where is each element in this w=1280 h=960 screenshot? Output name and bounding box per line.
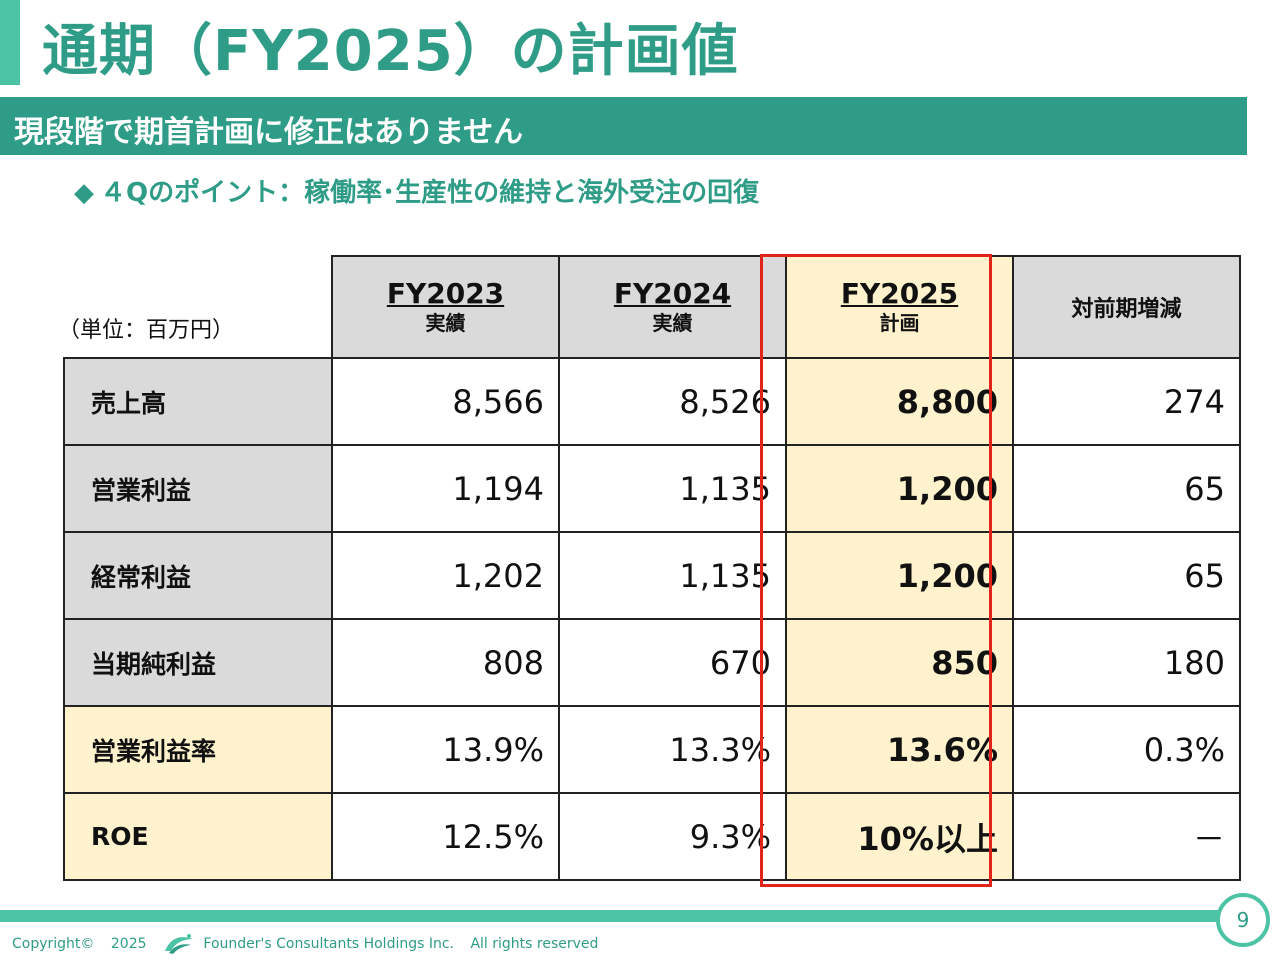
cell-fy2025: 13.6% [785,705,1014,794]
cell-fy2024: 1,135 [558,444,787,533]
subtitle-band: 現段階で期首計画に修正はありません [0,97,1247,155]
header-change: 対前期増減 [1012,255,1241,359]
cell-fy2023: 13.9% [331,705,560,794]
footer-copyright: Copyright© [12,936,95,952]
unit-label: （単位：百万円） [58,318,235,343]
footer-rights: All rights reserved [470,936,599,952]
key-point: ◆ ４Qのポイント：稼働率･生産性の維持と海外受注の回復 [74,172,759,209]
footer-accent-line [0,910,1230,922]
header-fy2023: FY2023 実績 [331,255,560,359]
cell-fy2024: 13.3% [558,705,787,794]
row-label: 営業利益率 [63,705,333,794]
cell-fy2024: 8,526 [558,357,787,446]
header-change-label: 対前期増減 [1071,297,1182,322]
cell-fy2025: 850 [785,618,1014,707]
header-sub: 実績 [652,311,693,335]
key-point-text: ４Qのポイント：稼働率･生産性の維持と海外受注の回復 [100,178,760,208]
row-label: 経常利益 [63,531,333,620]
cell-fy2024: 670 [558,618,787,707]
page-title: 通期（FY2025）の計画値 [42,19,739,84]
financial-plan-table: FY2023 実績 FY2024 実績 FY2025 計画 対前期増減 売上高 … [63,255,1241,881]
table-row: 営業利益率 13.9% 13.3% 13.6% 0.3% [63,705,1241,794]
cell-fy2025: 10%以上 [785,792,1014,881]
cell-fy2024: 9.3% [558,792,787,881]
footer-company: Founder's Consultants Holdings Inc. [203,936,454,952]
cell-change: － [1012,792,1241,881]
table-row: 経常利益 1,202 1,135 1,200 65 [63,531,1241,620]
table-header-row: FY2023 実績 FY2024 実績 FY2025 計画 対前期増減 [64,255,1241,359]
cell-fy2023: 1,194 [331,444,560,533]
cell-change: 65 [1012,531,1241,620]
row-label: 営業利益 [63,444,333,533]
company-logo-icon [164,934,193,954]
cell-fy2025: 1,200 [785,531,1014,620]
footer-year: 2025 [110,936,147,952]
cell-fy2023: 8,566 [331,357,560,446]
cell-fy2023: 1,202 [331,531,560,620]
title-accent-bar [0,0,20,85]
table-row: 売上高 8,566 8,526 8,800 274 [63,357,1241,446]
cell-fy2025: 8,800 [785,357,1014,446]
cell-change: 65 [1012,444,1241,533]
header-fy2025: FY2025 計画 [785,255,1014,359]
diamond-bullet-icon: ◆ [74,178,94,208]
footer: Copyright© 2025 Founder's Consultants Ho… [12,933,610,955]
subtitle-text: 現段階で期首計画に修正はありません [14,115,524,150]
row-label: 売上高 [63,357,333,446]
cell-fy2023: 12.5% [331,792,560,881]
header-year: FY2023 [386,277,505,310]
header-fy2024: FY2024 実績 [558,255,787,359]
cell-change: 0.3% [1012,705,1241,794]
cell-fy2025: 1,200 [785,444,1014,533]
header-year: FY2025 [840,277,959,310]
table-row: 営業利益 1,194 1,135 1,200 65 [63,444,1241,533]
cell-fy2024: 1,135 [558,531,787,620]
table-row: ROE 12.5% 9.3% 10%以上 － [63,792,1241,881]
table-row: 当期純利益 808 670 850 180 [63,618,1241,707]
row-label: ROE [63,792,333,881]
cell-change: 274 [1012,357,1241,446]
header-sub: 計画 [879,311,920,335]
page-number: 9 [1216,893,1270,947]
cell-change: 180 [1012,618,1241,707]
header-year: FY2024 [613,277,732,310]
row-label: 当期純利益 [63,618,333,707]
header-sub: 実績 [425,311,466,335]
table-corner [64,256,332,358]
cell-fy2023: 808 [331,618,560,707]
